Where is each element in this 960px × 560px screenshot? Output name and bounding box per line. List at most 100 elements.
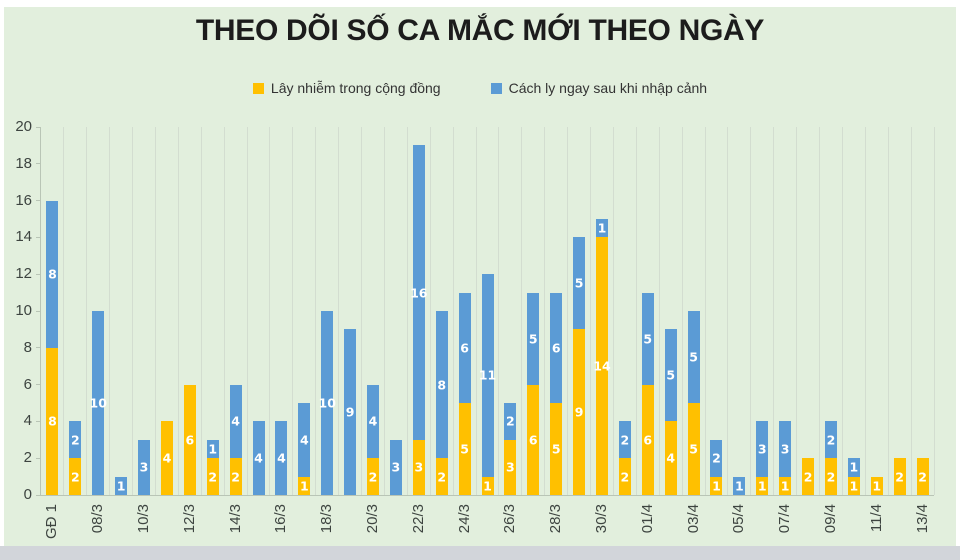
x-axis-label: 01/4 <box>638 504 656 534</box>
bar-segment-quarantine <box>847 458 860 477</box>
bar-value-label: 2 <box>70 432 80 448</box>
gridline <box>704 127 706 495</box>
bar-segment-community <box>916 458 929 495</box>
bar-value-label: 10 <box>89 395 107 411</box>
gridline <box>841 127 843 495</box>
bar-segment-community <box>618 458 631 495</box>
bar-value-label: 3 <box>757 441 767 457</box>
y-axis-tick <box>36 236 40 238</box>
bar-segment-quarantine <box>595 219 608 238</box>
bar-value-label: 2 <box>70 469 80 485</box>
gridline <box>223 127 225 495</box>
y-axis-tick <box>36 494 40 496</box>
x-axis-label: 09/4 <box>821 504 839 534</box>
bar-value-label: 10 <box>318 395 336 411</box>
gridline <box>933 127 935 495</box>
bar-value-label: 2 <box>620 432 630 448</box>
bar-value-label: 6 <box>185 432 195 448</box>
bar-value-label: 5 <box>643 331 653 347</box>
gridline <box>773 127 775 495</box>
bar-segment-community <box>481 476 494 495</box>
bar-value-label: 3 <box>139 459 149 475</box>
bar-value-label: 3 <box>506 459 515 475</box>
gridline <box>383 127 385 495</box>
bar-segment-community <box>435 458 448 495</box>
y-axis-tick <box>36 126 40 128</box>
x-axis-label: 16/3 <box>272 504 290 534</box>
bar-value-label: 1 <box>116 478 126 494</box>
x-axis-label: 11/4 <box>867 504 885 533</box>
x-axis-label: 28/3 <box>547 504 565 534</box>
y-axis-label: 16 <box>15 191 32 209</box>
bar-segment-community <box>847 476 860 495</box>
bar-segment-community <box>527 384 540 495</box>
bar-value-label: 8 <box>48 413 57 429</box>
x-axis-label: 07/4 <box>776 504 794 534</box>
x-axis-label: 26/3 <box>501 504 519 534</box>
plot-area: 0 2 4 6 8 10 12 14 16 18 20 8 8 GĐ 1 2 2 10 08/3 1 3 10/3 4 6 1… <box>15 118 935 539</box>
gridline <box>132 127 134 495</box>
gridline <box>86 127 88 495</box>
gridline <box>612 127 614 495</box>
legend-item-quarantine: Cách ly ngay sau khi nhập cảnh <box>490 80 708 96</box>
bar-segment-quarantine <box>618 421 631 459</box>
legend-swatch-community-icon <box>252 82 264 94</box>
x-axis-label: GĐ 1 <box>43 504 61 540</box>
bar-segment-quarantine <box>92 311 105 495</box>
legend-label-quarantine: Cách ly ngay sau khi nhập cảnh <box>508 80 708 96</box>
bar-segment-community <box>710 476 723 495</box>
bar-value-label: 2 <box>918 469 927 485</box>
gridline <box>338 127 340 495</box>
gridline <box>864 127 866 495</box>
bar-value-label: 4 <box>254 450 263 466</box>
bar-value-label: 11 <box>478 367 497 383</box>
bar-segment-community <box>160 421 173 495</box>
gridline <box>727 127 729 495</box>
bar-segment-quarantine <box>710 439 723 477</box>
bar-segment-community <box>664 421 677 495</box>
bar-value-label: 4 <box>368 413 378 429</box>
x-axis-label: 30/3 <box>592 504 610 534</box>
bar-segment-community <box>573 329 586 495</box>
chart-title: THEO DÕI SỐ CA MẮC MỚI THEO NGÀY <box>195 14 765 47</box>
gridline <box>590 127 592 495</box>
bar-value-label: 1 <box>483 478 492 494</box>
y-axis-tick <box>36 384 40 386</box>
bar-value-label: 2 <box>368 469 378 485</box>
y-axis-label: 2 <box>23 449 32 467</box>
y-axis-label: 10 <box>15 302 32 320</box>
legend-item-community: Lây nhiễm trong cộng đồng <box>252 80 441 96</box>
bar-segment-community <box>229 458 242 495</box>
bar-segment-community <box>412 439 425 495</box>
bar-segment-community <box>756 476 769 495</box>
bar-value-label: 4 <box>231 413 240 429</box>
gridline <box>544 127 546 495</box>
bar-value-label: 1 <box>712 478 721 494</box>
bar-segment-quarantine <box>115 476 128 495</box>
x-axis-label: 05/4 <box>730 504 748 534</box>
gridline <box>681 127 683 495</box>
legend-label-community: Lây nhiễm trong cộng đồng <box>270 80 441 96</box>
bar-value-label: 5 <box>689 349 698 365</box>
bar-value-label: 1 <box>757 478 767 494</box>
bar-segment-community <box>824 458 837 495</box>
bar-value-label: 6 <box>643 432 653 448</box>
bar-segment-community <box>687 403 700 495</box>
y-axis-tick <box>36 200 40 202</box>
bar-value-label: 2 <box>712 450 721 466</box>
bar-value-label: 4 <box>162 450 172 466</box>
bar-value-label: 16 <box>410 285 428 301</box>
bar-segment-community <box>893 458 906 495</box>
y-axis-label: 8 <box>23 338 32 356</box>
bar-segment-community <box>550 403 563 495</box>
gridline <box>292 127 294 495</box>
bar-segment-quarantine <box>733 476 746 495</box>
y-axis-label: 14 <box>15 228 32 246</box>
bar-value-label: 5 <box>689 441 698 457</box>
x-axis-label: 24/3 <box>455 504 473 534</box>
bar-value-label: 1 <box>849 478 859 494</box>
bar-segment-community <box>779 476 792 495</box>
bar-segment-quarantine <box>641 292 654 385</box>
bar-value-label: 9 <box>574 404 584 420</box>
gridline <box>910 127 912 495</box>
